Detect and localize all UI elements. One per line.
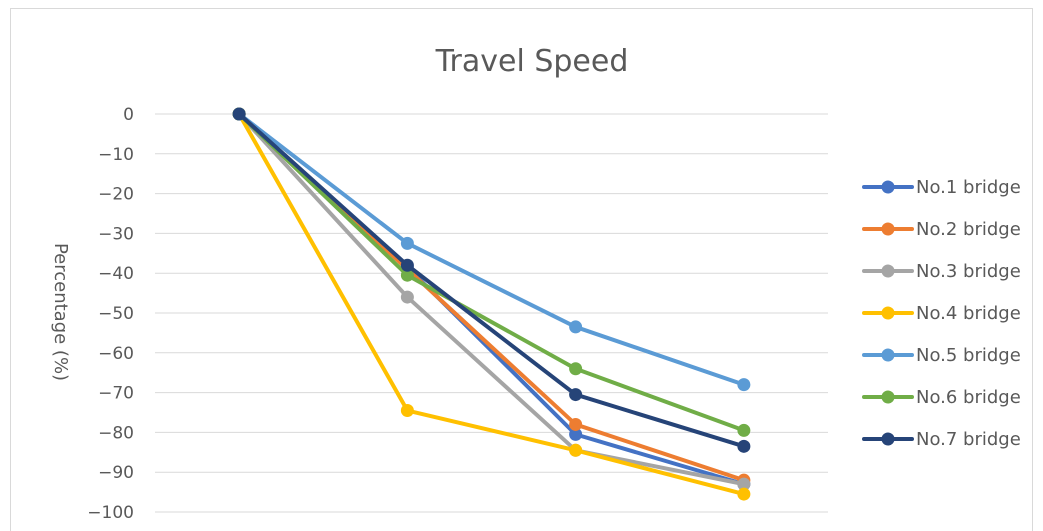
- data-point: [737, 477, 751, 491]
- legend-swatch-marker: [881, 348, 895, 362]
- data-point: [569, 388, 583, 402]
- y-tick-label: −40: [98, 264, 134, 284]
- y-tick-label: 0: [123, 105, 134, 125]
- data-point: [400, 268, 414, 282]
- data-point: [737, 439, 751, 453]
- y-tick-label: −30: [98, 224, 134, 244]
- data-point: [400, 236, 414, 250]
- legend-label: No.5 bridge: [916, 345, 1021, 366]
- data-point: [737, 423, 751, 437]
- data-point: [569, 417, 583, 431]
- legend-swatch-marker: [881, 264, 895, 278]
- data-point: [232, 107, 246, 121]
- data-point: [569, 320, 583, 334]
- legend-item: No.2 bridge: [862, 219, 1021, 240]
- legend-item: No.4 bridge: [862, 303, 1021, 324]
- legend-label: No.6 bridge: [916, 387, 1021, 408]
- series: [232, 107, 751, 491]
- data-point: [569, 362, 583, 376]
- y-axis-ticks: 0 −10 −20 −30 −40 −50 −60 −70 −80 −90 −100: [87, 105, 134, 523]
- series-lines: [232, 107, 751, 501]
- legend-label: No.2 bridge: [916, 219, 1021, 240]
- y-tick-label: −60: [98, 344, 134, 364]
- y-tick-label: −80: [98, 423, 134, 443]
- gridlines: [155, 113, 828, 513]
- y-tick-label: −10: [98, 145, 134, 165]
- legend-item: No.1 bridge: [862, 177, 1021, 198]
- y-tick-label: −100: [87, 503, 134, 523]
- y-axis-label: Percentage (%): [50, 243, 71, 381]
- legend-label: No.7 bridge: [916, 429, 1021, 450]
- legend-swatch-marker: [881, 180, 895, 194]
- legend-swatch-marker: [881, 390, 895, 404]
- legend-label: No.1 bridge: [916, 177, 1021, 198]
- y-tick-label: −20: [98, 185, 134, 205]
- series: [232, 107, 751, 437]
- data-point: [737, 487, 751, 501]
- series-line: [237, 112, 746, 387]
- legend-item: No.6 bridge: [862, 387, 1021, 408]
- y-tick-label: −50: [98, 304, 134, 324]
- legend-item: No.5 bridge: [862, 345, 1021, 366]
- series-line: [237, 112, 746, 433]
- data-point: [737, 378, 751, 392]
- legend-swatch-marker: [881, 432, 895, 446]
- series-line: [237, 112, 746, 497]
- series: [232, 107, 751, 491]
- legend-swatch-marker: [881, 306, 895, 320]
- series-line: [237, 112, 746, 449]
- legend-label: No.4 bridge: [916, 303, 1021, 324]
- legend: No.1 bridge No.2 bridge No.3 bridge No.4 br…: [862, 177, 1021, 450]
- data-point: [569, 443, 583, 457]
- data-point: [569, 427, 583, 441]
- data-point: [400, 290, 414, 304]
- legend-swatch-marker: [881, 222, 895, 236]
- y-tick-label: −70: [98, 384, 134, 404]
- series-line: [237, 112, 746, 483]
- series-line: [237, 112, 746, 487]
- chart-title: Travel Speed: [435, 44, 629, 79]
- legend-label: No.3 bridge: [916, 261, 1021, 282]
- series: [232, 107, 751, 453]
- data-point: [400, 404, 414, 418]
- data-point: [400, 258, 414, 272]
- chart-frame: [10, 8, 1033, 531]
- legend-item: No.7 bridge: [862, 429, 1021, 450]
- y-tick-label: −90: [98, 463, 134, 483]
- legend-item: No.3 bridge: [862, 261, 1021, 282]
